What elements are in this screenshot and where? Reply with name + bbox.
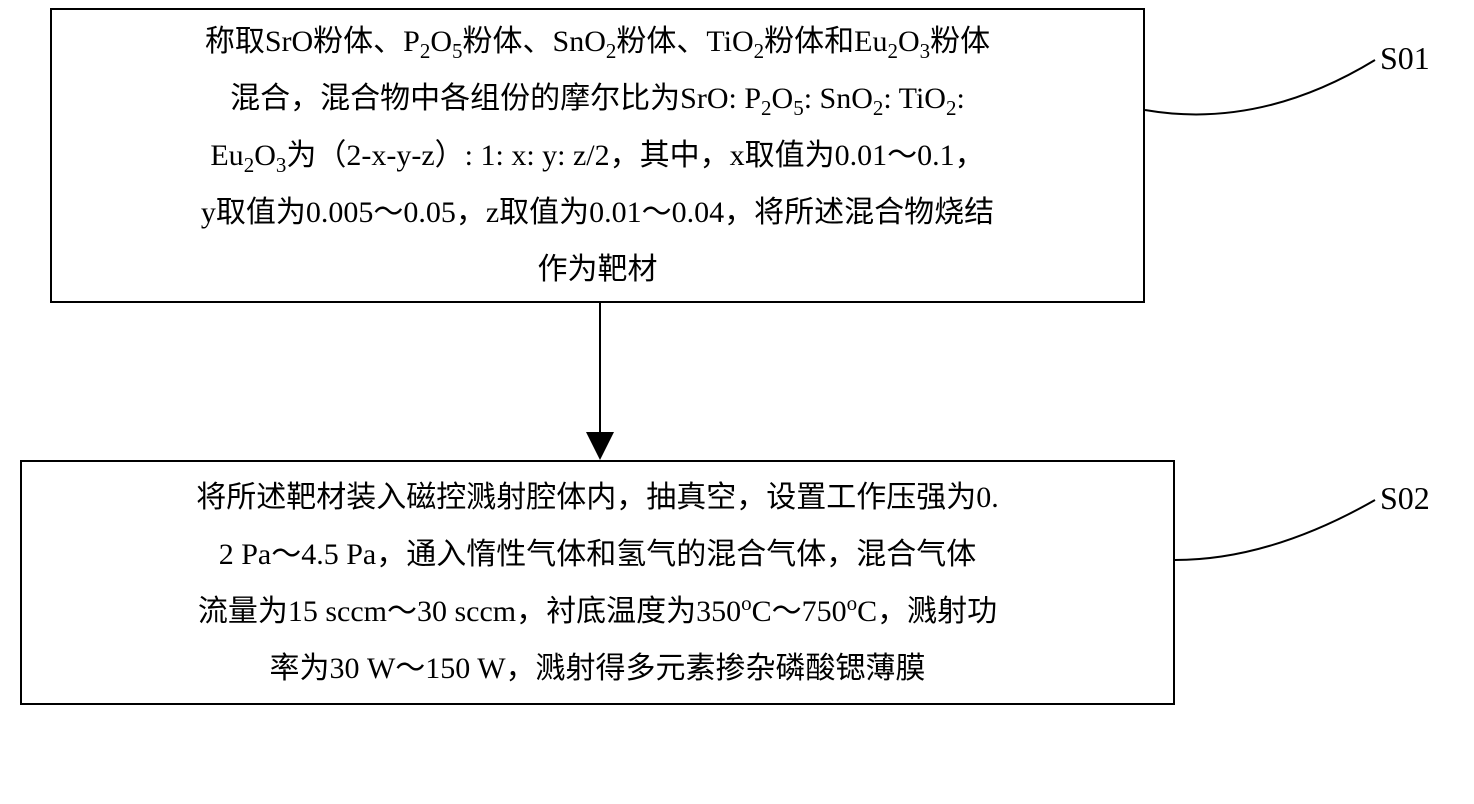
flowchart-canvas: 称取SrO粉体、P2O5粉体、SnO2粉体、TiO2粉体和Eu2O3粉体混合，混… bbox=[0, 0, 1474, 804]
label-connector-s02 bbox=[1175, 500, 1375, 560]
label-connector-s01 bbox=[1145, 60, 1375, 114]
connector-layer bbox=[0, 0, 1474, 804]
